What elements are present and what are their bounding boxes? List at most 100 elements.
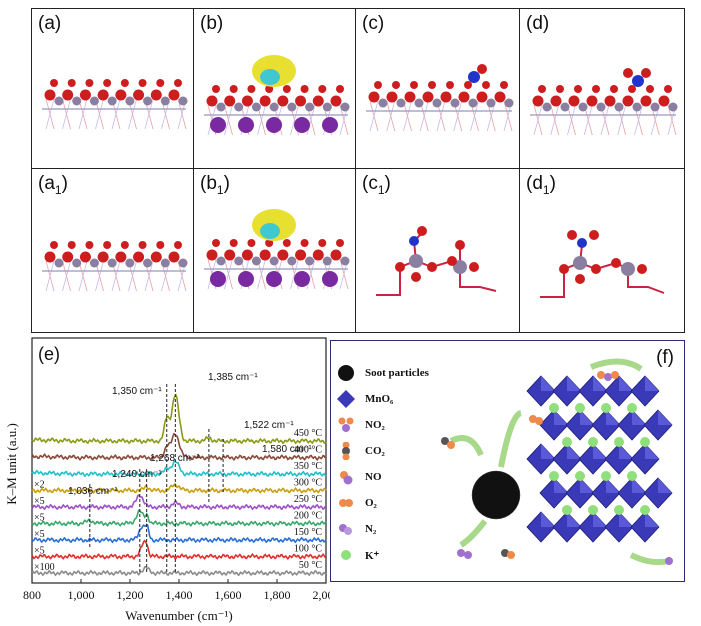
oxygen-atom <box>259 95 271 107</box>
oxygen-atom <box>568 95 580 107</box>
oxygen-atom <box>628 85 636 93</box>
series-line <box>31 394 327 445</box>
panel-label: (c1) <box>362 173 391 197</box>
oxygen-atom <box>67 241 76 249</box>
charge-density-image <box>204 55 350 136</box>
panel-d1: (d1) <box>519 168 685 333</box>
manganese-atom <box>54 96 64 106</box>
manganese-atom <box>160 96 170 106</box>
octahedron-facet <box>645 376 659 391</box>
octahedron-facet <box>593 512 607 527</box>
octahedron-facet <box>541 512 555 527</box>
schematic-panel: (f) Soot particles MnO₆ NO₂ CO₂ NO O₂ N₂ K⁺ <box>330 340 685 582</box>
oxygen-atom <box>604 95 616 107</box>
k-ion-icon <box>588 437 598 447</box>
manganese-atom <box>251 256 261 266</box>
k-ion-icon <box>614 437 624 447</box>
manganese-atom <box>178 96 188 106</box>
series-label: 150 °C <box>294 527 322 538</box>
oxygen-atom <box>641 68 651 78</box>
n2-molecule-icon <box>339 524 352 535</box>
legend-label: NO <box>365 471 382 483</box>
manganese-atom <box>340 256 350 266</box>
manganese-atom <box>269 256 279 266</box>
oxygen-atom <box>85 79 94 87</box>
legend-item: O₂ <box>337 493 377 513</box>
manganese-atom <box>378 98 388 108</box>
k-ion-icon <box>575 403 585 413</box>
series-label: 200 °C <box>294 511 322 522</box>
structure-no2-adsorbed-image <box>530 68 678 136</box>
oxygen-atom <box>138 241 147 249</box>
manganese-atom <box>89 96 99 106</box>
manganese-atom <box>54 258 64 268</box>
potassium-atom <box>322 117 338 133</box>
oxygen-atom <box>156 241 165 249</box>
panel-label: (d) <box>526 13 550 34</box>
oxygen-atom <box>312 95 324 107</box>
arrow-icon <box>629 552 670 566</box>
oxygen-atom <box>115 89 127 101</box>
manganese-atom <box>414 98 424 108</box>
octahedron-facet <box>567 512 581 527</box>
oxygen-atom <box>241 249 253 261</box>
manganese-atom <box>396 98 406 108</box>
oxygen-atom <box>428 81 436 89</box>
octahedron-facet <box>632 410 646 425</box>
oxygen-atom <box>500 81 508 89</box>
panel-a: (a) <box>31 8 195 170</box>
manganese-atom <box>125 258 135 268</box>
k-ion-icon <box>601 403 611 413</box>
oxygen-atom <box>477 64 487 74</box>
manganese-atom <box>305 256 315 266</box>
panel-b1: (b1) <box>193 168 357 333</box>
panel-b: (b) <box>193 8 357 170</box>
oxygen-atom <box>79 89 91 101</box>
oxygen-atom <box>336 239 344 247</box>
series-multiplier: ×5 <box>34 529 45 540</box>
panel-label: (f) <box>656 347 674 368</box>
octahedron-facet <box>593 444 607 459</box>
octahedron-facet <box>554 478 568 493</box>
panel-label: (a) <box>38 13 62 34</box>
x-tick-label: 1,800 <box>264 588 291 602</box>
oxygen-atom <box>168 89 180 101</box>
oxygen-atom <box>330 95 342 107</box>
k-ion-icon <box>627 471 637 481</box>
no2-molecule-icon <box>338 417 354 432</box>
peak-annotation: 1,385 cm⁻¹ <box>208 372 258 383</box>
oxygen-atom <box>224 249 236 261</box>
charge-density-side-image <box>204 209 350 290</box>
manganese-atom <box>340 102 350 112</box>
series-line <box>31 565 327 577</box>
oxygen-atom <box>282 85 291 93</box>
manganese-atom <box>668 102 678 112</box>
arrow-icon <box>459 519 488 548</box>
oxygen-atom <box>494 91 506 103</box>
nitrogen-atom <box>468 71 480 83</box>
k-ion-icon <box>575 471 585 481</box>
oxygen-atom <box>300 85 309 93</box>
oxygen-atom <box>574 85 582 93</box>
octahedron-facet <box>645 444 659 459</box>
series-label: 50 °C <box>299 560 322 571</box>
oxygen-atom <box>174 79 182 87</box>
manganese-atom <box>216 256 226 266</box>
potassium-atom <box>238 271 254 287</box>
legend-item: N₂ <box>337 519 376 539</box>
manganese-atom <box>560 102 570 112</box>
oxygen-atom <box>586 95 598 107</box>
oxygen-atom <box>318 85 327 93</box>
manganese-atom <box>504 98 514 108</box>
oxygen-atom <box>133 89 145 101</box>
oxygen-atom <box>592 85 600 93</box>
series-multiplier: ×5 <box>34 496 45 507</box>
series-line <box>31 460 327 478</box>
manganese-atom <box>251 102 261 112</box>
oxygen-atom <box>440 91 452 103</box>
o2-molecule-icon <box>339 499 353 507</box>
structure-side-image <box>42 241 188 292</box>
series-line <box>31 432 326 461</box>
manganese-atom <box>650 102 660 112</box>
oxygen-atom <box>446 81 454 89</box>
